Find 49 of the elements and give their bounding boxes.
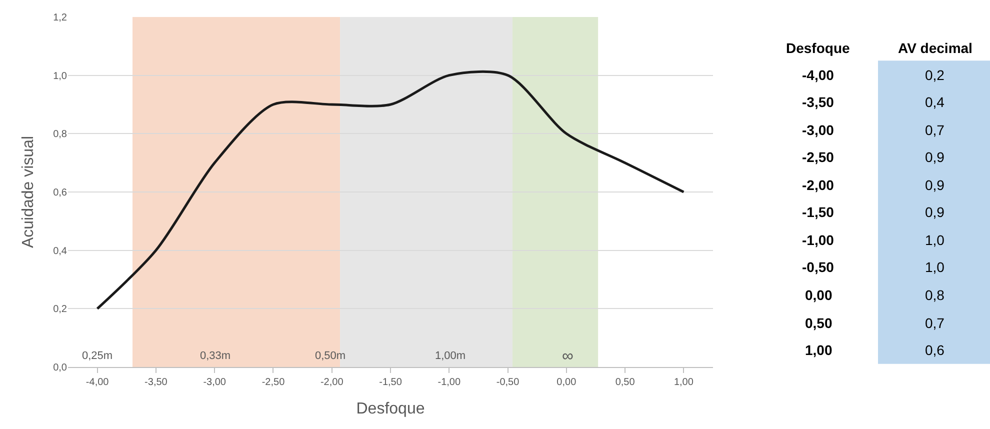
x-axis-title: Desfoque [356,400,425,418]
x-tick-label: -1,00 [438,377,461,388]
text: -1,50 [802,204,834,220]
text: -2,00 [802,177,834,193]
text: -1,00 [802,232,834,248]
x-tick-label: -0,50 [496,377,520,388]
text: AV decimal [898,40,972,56]
x-tick-label: 1,00 [674,377,694,388]
text: 1,0 [925,232,944,248]
y-tick-label: 0,4 [53,246,68,257]
y-tick-label: 0,6 [53,188,68,198]
y-tick-label: 0,2 [53,304,68,316]
annotation: 1,00m [435,350,466,362]
text: 0,7 [925,315,944,331]
text: 0,9 [925,204,944,220]
text: 1,00 [805,342,832,358]
y-axis-title: Acuidade visual [20,136,37,248]
text: 0,8 [925,287,944,303]
x-tick-label: -2,50 [262,377,286,388]
y-tick-label: 0,8 [53,129,68,140]
text: 0,4 [925,94,944,110]
y-tick-label: 1,2 [53,12,68,24]
text: 0,50 [805,315,832,331]
text: 0,7 [925,122,944,138]
text: 0,9 [925,177,944,193]
y-tick-label: 1,0 [53,70,68,82]
text: -0,50 [802,259,834,275]
text: Desfoque [786,40,850,56]
text: 0,2 [925,67,944,83]
annotation: 0,50m [315,350,346,362]
x-tick-label: -4,00 [86,377,110,388]
text: -2,50 [802,149,834,165]
annotation: 0,25m [82,350,113,362]
x-tick-label: 0,00 [556,377,577,388]
text: 0,00 [805,287,832,303]
x-tick-label: -2,00 [320,377,344,388]
y-tick-label: 0,0 [53,362,68,374]
text: -3,50 [802,94,834,110]
x-tick-label: -1,50 [379,377,402,388]
text: 0,6 [925,342,944,358]
annotation: 0,33m [200,350,231,362]
x-tick-label: 0,50 [615,377,636,388]
text: 1,0 [925,259,944,275]
text: 0,9 [925,149,944,165]
x-tick-label: -3,00 [203,377,226,388]
text: -3,00 [802,122,834,138]
text: -4,00 [802,67,834,83]
x-tick-label: -3,50 [144,377,168,388]
annotation: ∞ [562,348,574,365]
